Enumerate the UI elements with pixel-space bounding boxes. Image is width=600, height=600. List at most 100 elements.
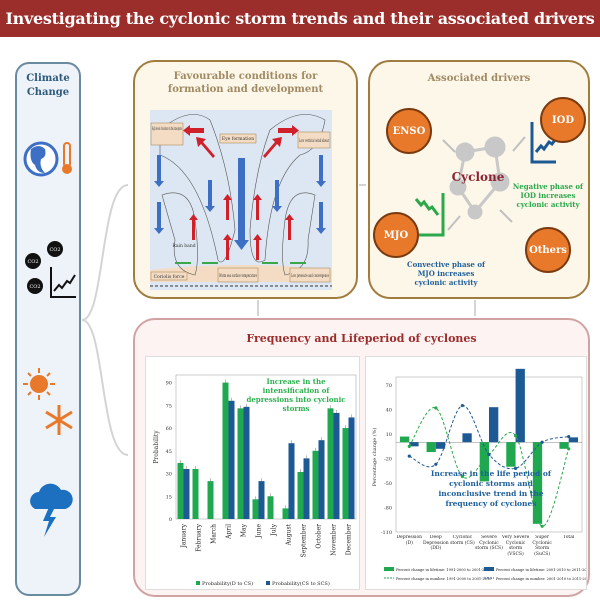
label-rain-band: Rain band bbox=[172, 243, 195, 249]
bar-lifetime-change bbox=[532, 442, 543, 524]
bar-cs-to-scs bbox=[348, 417, 355, 519]
bar-lifetime-change bbox=[506, 442, 516, 467]
bar-d-to-cs bbox=[342, 428, 349, 519]
bar-lifetime-change bbox=[435, 442, 446, 449]
legend-label: Probability(D to CS) bbox=[202, 580, 253, 587]
bar-cs-to-scs bbox=[288, 443, 295, 519]
y-tick-label: 75 bbox=[166, 403, 172, 409]
molecule-icon bbox=[449, 136, 510, 220]
bar-cs-to-scs bbox=[258, 481, 265, 519]
drivers-title: Associated drivers bbox=[427, 73, 531, 84]
bar-lifetime-change bbox=[409, 442, 419, 447]
line-point bbox=[434, 406, 438, 410]
line-point bbox=[513, 466, 518, 470]
legend-label: Percent change in number: 2001-2010 to 2… bbox=[496, 577, 587, 581]
plot-area bbox=[395, 376, 583, 533]
y-axis-label: Percentage change (%) bbox=[371, 428, 378, 487]
percentage-change-chart: 70 40 10 -20 -50 -80 -110 Percentage change (%)… bbox=[365, 356, 587, 590]
globe-icon bbox=[23, 141, 59, 177]
probability-chart: 0 15 30 45 60 75 90 Probability January February M… bbox=[145, 356, 360, 590]
x-tick-label: Depression (D) bbox=[396, 535, 423, 546]
label-wind-shear: Low vertical wind shear bbox=[299, 138, 329, 144]
x-tick-label: July bbox=[271, 523, 278, 536]
chart-title: Increase in the intensification of depre… bbox=[246, 377, 346, 413]
x-tick-label: October bbox=[316, 524, 323, 549]
line-point bbox=[567, 434, 571, 439]
y-tick-label: 10 bbox=[386, 432, 392, 438]
chart-title: Increase in the life period of cyclonic … bbox=[430, 469, 552, 508]
bar-cs-to-scs bbox=[303, 458, 310, 519]
bar-cs-to-scs bbox=[333, 412, 340, 519]
x-tick-label: Very Severe Cyclonic storm (VSCS) bbox=[501, 535, 530, 557]
storm-cloud-icon bbox=[30, 483, 73, 537]
label-sst: Warm sea surface temperature bbox=[219, 273, 257, 279]
x-tick-label-wrap: Deep Depression (DD) bbox=[423, 535, 449, 551]
cyclone-structure-diagram: High levels of moisture in the atmospher… bbox=[150, 110, 332, 290]
legend-label: Probability(CS to SCS) bbox=[272, 580, 330, 587]
y-tick-label: 60 bbox=[166, 426, 172, 432]
x-tick-label: May bbox=[241, 523, 248, 537]
y-tick-label: 0 bbox=[169, 517, 172, 523]
arrow-to-frequency bbox=[81, 319, 129, 456]
y-tick-label: 70 bbox=[386, 383, 392, 389]
line-point bbox=[460, 403, 465, 408]
x-tick-label-wrap: Cyclonic storm (CS) bbox=[450, 535, 475, 546]
bar-d-to-cs bbox=[267, 496, 274, 519]
legend-label: Percent change in lifetime: 1991-2000 to… bbox=[396, 568, 492, 572]
y-tick-label: 40 bbox=[386, 408, 392, 414]
sun-icon bbox=[23, 368, 55, 400]
line-point bbox=[540, 440, 544, 444]
x-tick-label: Deep Depression (DD) bbox=[423, 535, 449, 551]
svg-text:CO2: CO2 bbox=[27, 259, 38, 265]
label-low-pressure: Low pressure and convergence bbox=[291, 273, 329, 279]
x-tick-label: Severe Cyclonic storm (SCS) bbox=[475, 535, 503, 551]
line-point bbox=[567, 447, 571, 451]
line-point bbox=[407, 444, 411, 448]
y-tick-label: -20 bbox=[384, 457, 392, 463]
x-tick-label: Super Cyclonic Storm (SuCS) bbox=[532, 535, 552, 557]
y-axis-label: Probability bbox=[153, 430, 160, 464]
line-point bbox=[487, 452, 491, 457]
y-tick-label: -110 bbox=[381, 530, 392, 536]
climate-icons: CO2 CO2 CO2 bbox=[23, 141, 76, 537]
bar-lifetime-change bbox=[479, 442, 489, 482]
rising-chart-icon bbox=[50, 267, 76, 298]
x-tick-label-wrap: Depression (D) bbox=[396, 535, 423, 546]
label-coriolis: Coriolis force bbox=[154, 274, 185, 280]
updraft-arrows bbox=[183, 125, 299, 260]
y-tick-label: 90 bbox=[166, 381, 172, 387]
bar-d-to-cs bbox=[192, 468, 199, 519]
bar-cs-to-scs bbox=[228, 400, 235, 519]
x-tick-label: November bbox=[331, 524, 338, 556]
mjo-note: Convective phase of MJO increases cyclon… bbox=[407, 260, 485, 287]
x-tick-label: September bbox=[301, 524, 308, 558]
iod-rising-chart-icon bbox=[530, 122, 560, 164]
legend-swatch bbox=[484, 567, 494, 571]
bar-d-to-cs bbox=[312, 450, 319, 519]
bar-d-to-cs bbox=[297, 472, 304, 519]
label-eye-formation: Eye formation bbox=[222, 136, 254, 142]
chart-title-wrap: Increase in the life period of cyclonic … bbox=[430, 469, 552, 508]
chart-title-wrap: Increase in the intensification of depre… bbox=[246, 377, 346, 413]
x-tick-label: June bbox=[256, 524, 263, 539]
x-tick-label: April bbox=[226, 524, 233, 540]
bar-lifetime-change bbox=[399, 436, 410, 443]
bar-lifetime-change bbox=[559, 442, 569, 449]
y-tick-label: 30 bbox=[166, 472, 172, 478]
driver-mjo: MJO bbox=[373, 212, 419, 258]
x-tick-label-wrap: Super Cyclonic Storm (SuCS) bbox=[532, 535, 552, 557]
plot-area bbox=[175, 374, 357, 520]
line-point bbox=[407, 454, 411, 458]
x-tick-label: Cyclonic storm (CS) bbox=[450, 535, 475, 546]
x-tick-label: March bbox=[211, 524, 218, 544]
mjo-falling-chart-icon bbox=[414, 193, 445, 237]
associated-drivers-box: Associated drivers Cyclone ENSO IOD MJO … bbox=[368, 60, 590, 299]
svg-text:CO2: CO2 bbox=[29, 284, 40, 290]
number-change-line bbox=[408, 407, 570, 527]
bar-lifetime-change bbox=[568, 437, 579, 443]
cyclone-label: Cyclone bbox=[451, 170, 505, 184]
legend-swatch bbox=[196, 581, 200, 585]
bar-d-to-cs bbox=[282, 508, 289, 519]
x-tick-label: December bbox=[346, 524, 353, 555]
